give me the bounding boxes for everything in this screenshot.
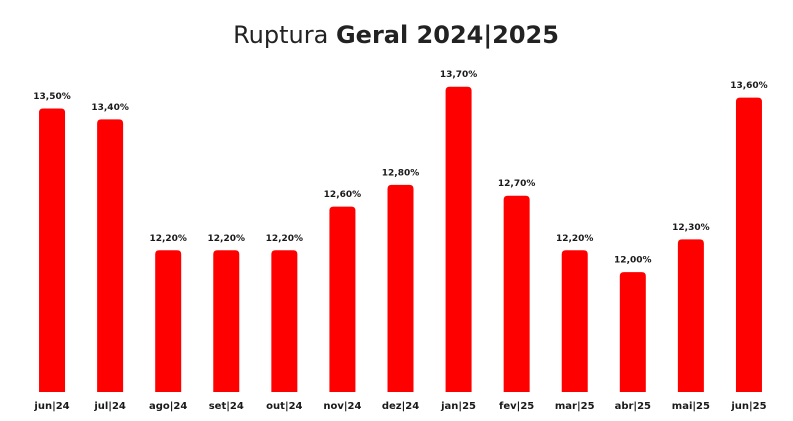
bar — [619, 272, 646, 392]
bar — [445, 86, 472, 392]
x-tick-label: dez|24 — [382, 401, 419, 412]
value-label: 12,70% — [498, 179, 536, 189]
x-tick-label: nov|24 — [323, 401, 361, 412]
bar — [39, 108, 66, 393]
x-tick-label: jun|24 — [33, 401, 69, 412]
value-label: 13,50% — [33, 92, 71, 102]
value-label: 12,80% — [382, 168, 420, 178]
x-tick-label: jan|25 — [440, 401, 476, 412]
bar — [271, 250, 298, 392]
x-tick-label: fev|25 — [499, 401, 534, 412]
x-tick-label: jul|24 — [93, 401, 126, 412]
value-label: 13,40% — [91, 103, 129, 113]
x-tick-label: set|24 — [209, 401, 244, 412]
chart-title: Ruptura Geral 2024|2025 — [233, 21, 559, 49]
bar — [503, 195, 530, 392]
value-label: 12,20% — [556, 234, 594, 244]
value-label: 13,70% — [440, 70, 478, 80]
value-label: 12,20% — [266, 234, 304, 244]
x-tick-label: mar|25 — [555, 401, 595, 412]
x-tick-label: ago|24 — [149, 401, 187, 412]
title-bold: Geral 2024|2025 — [336, 21, 559, 49]
title-normal: Ruptura — [233, 21, 328, 49]
bar — [97, 119, 124, 392]
value-label: 12,00% — [614, 256, 652, 266]
value-label: 12,20% — [149, 234, 187, 244]
value-label: 12,30% — [672, 223, 710, 233]
bar — [155, 250, 182, 392]
x-tick-label: out|24 — [266, 401, 302, 412]
bar — [561, 250, 588, 392]
x-tick-label: abr|25 — [615, 401, 651, 412]
bar — [329, 206, 356, 392]
value-label: 12,60% — [324, 190, 362, 200]
value-label: 12,20% — [208, 234, 246, 244]
value-label: 13,60% — [730, 81, 768, 91]
bar — [735, 97, 762, 392]
bar — [387, 184, 414, 392]
bar — [677, 239, 704, 392]
bar — [213, 250, 240, 392]
x-tick-label: mai|25 — [672, 401, 710, 412]
x-tick-label: jun|25 — [730, 401, 766, 412]
